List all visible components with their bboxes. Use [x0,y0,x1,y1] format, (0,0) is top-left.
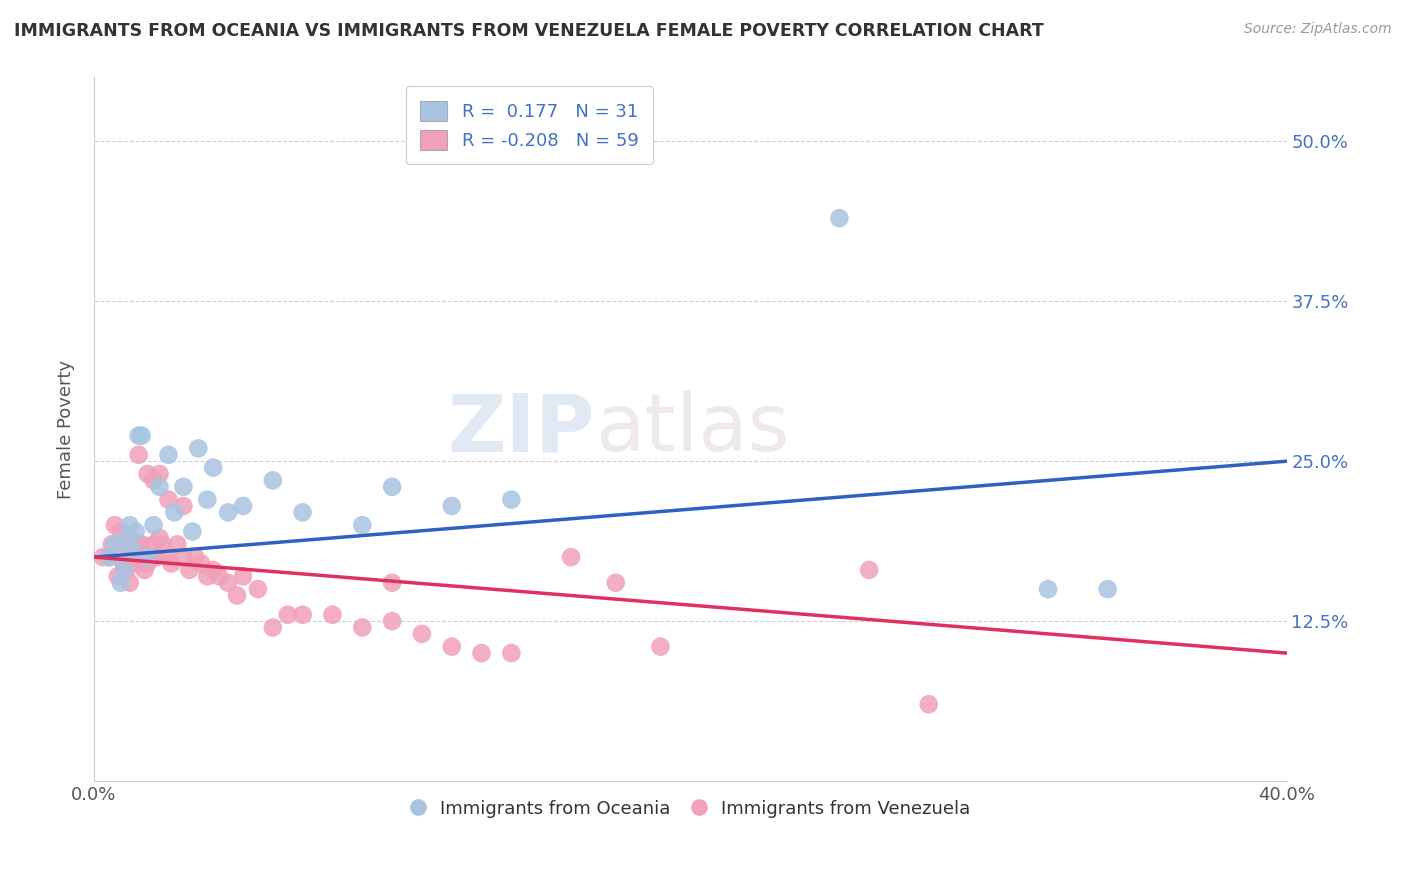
Point [232,499,254,513]
Point [828,211,851,226]
Point [112,563,135,577]
Point [131,537,153,551]
Point [190,557,212,571]
Point [118,518,141,533]
Point [172,480,194,494]
Point [202,563,225,577]
Point [142,537,165,551]
Point [148,467,170,481]
Point [110,524,132,539]
Point [217,575,239,590]
Point [124,550,146,565]
Point [195,492,218,507]
Text: ZIP: ZIP [447,390,595,468]
Point [381,480,404,494]
Point [352,518,374,533]
Point [262,474,284,488]
Point [134,563,156,577]
Point [246,582,269,596]
Y-axis label: Female Poverty: Female Poverty [58,359,75,499]
Point [605,575,627,590]
Point [131,428,153,442]
Point [440,499,463,513]
Point [157,550,180,565]
Point [136,467,159,481]
Point [121,543,143,558]
Point [501,492,523,507]
Point [128,428,150,442]
Point [232,569,254,583]
Point [321,607,343,622]
Point [195,569,218,583]
Point [128,537,150,551]
Point [291,607,314,622]
Point [112,537,135,551]
Point [858,563,880,577]
Point [142,518,165,533]
Text: Source: ZipAtlas.com: Source: ZipAtlas.com [1244,22,1392,37]
Point [226,589,249,603]
Point [107,569,129,583]
Point [157,448,180,462]
Point [166,537,188,551]
Point [650,640,672,654]
Point [291,505,314,519]
Point [128,448,150,462]
Point [157,492,180,507]
Point [101,537,124,551]
Legend: Immigrants from Oceania, Immigrants from Venezuela: Immigrants from Oceania, Immigrants from… [404,792,977,825]
Point [172,499,194,513]
Point [97,550,120,565]
Point [918,698,941,712]
Point [152,537,174,551]
Point [381,614,404,628]
Point [352,620,374,634]
Point [104,518,127,533]
Point [1036,582,1059,596]
Point [112,557,135,571]
Point [142,474,165,488]
Point [440,640,463,654]
Text: IMMIGRANTS FROM OCEANIA VS IMMIGRANTS FROM VENEZUELA FEMALE POVERTY CORRELATION : IMMIGRANTS FROM OCEANIA VS IMMIGRANTS FR… [14,22,1043,40]
Point [208,569,231,583]
Point [104,537,127,551]
Point [110,575,132,590]
Point [115,531,138,545]
Point [139,550,162,565]
Point [560,550,582,565]
Point [148,480,170,494]
Point [124,524,146,539]
Point [160,557,183,571]
Point [411,627,433,641]
Point [217,505,239,519]
Point [202,460,225,475]
Point [187,442,209,456]
Point [163,505,186,519]
Point [145,550,167,565]
Point [118,531,141,545]
Point [115,563,138,577]
Point [262,620,284,634]
Point [181,524,204,539]
Point [501,646,523,660]
Point [172,550,194,565]
Point [179,563,201,577]
Point [128,557,150,571]
Point [381,575,404,590]
Point [470,646,492,660]
Point [91,550,114,565]
Point [136,550,159,565]
Point [136,557,159,571]
Point [1097,582,1119,596]
Point [148,531,170,545]
Point [121,550,143,565]
Point [277,607,299,622]
Text: atlas: atlas [595,390,789,468]
Point [118,575,141,590]
Point [184,550,207,565]
Point [97,550,120,565]
